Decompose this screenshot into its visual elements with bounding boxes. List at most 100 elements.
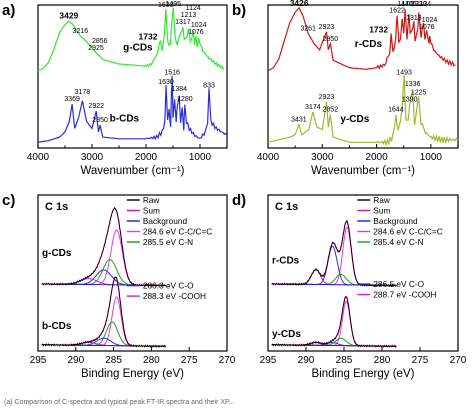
peak-label: 3174: [305, 104, 321, 111]
legend-entry: 284.6 eV C-C/C=C: [373, 227, 442, 237]
peak-label: 2922: [88, 103, 104, 110]
x-tick-label: 290: [67, 355, 84, 366]
series-name-label: g-CDs: [123, 43, 153, 54]
spectrum-line-b-CDs: [37, 75, 228, 143]
peak-label: 1280: [177, 96, 193, 103]
panel-label: b): [232, 2, 246, 19]
peak-label: 2850: [323, 36, 339, 43]
peak-label: 1220: [411, 1, 427, 8]
legend-entry: 285.4 eV C-N: [373, 237, 423, 247]
peak-label: 1644: [388, 106, 404, 113]
x-tick-label: 280: [143, 355, 160, 366]
legend-entry: Sum: [373, 206, 390, 216]
peak-label: 1516: [164, 70, 180, 77]
peak-label: 2925: [88, 45, 104, 52]
peak-label: 3431: [291, 117, 307, 124]
peak-label: 3426: [290, 0, 309, 8]
plot-frame: [37, 4, 228, 149]
series-name-label: r-CDs: [355, 39, 383, 50]
x-axis-title: Binding Energy (eV): [81, 368, 184, 380]
panel-d: d) 295 290 285 280 275 270 Binding Energy (eV) C…: [232, 192, 467, 380]
x-tick-label: 295: [30, 355, 47, 366]
peak-label: 1213: [181, 12, 197, 19]
x-tick-label: 4000: [27, 152, 50, 163]
peak-label: 1622: [389, 7, 405, 14]
legend-entry: 286.3 eV C-O: [143, 281, 194, 291]
peak-label: 2852: [323, 106, 339, 113]
legend-entry: 285.5 eV C-N: [143, 237, 193, 247]
peak-label: 1076: [188, 29, 204, 36]
x-tick-label: 3000: [81, 152, 104, 163]
x-tick-label: 1000: [189, 152, 212, 163]
legend-entry: 288.3 eV -COOH: [143, 291, 206, 301]
peak-label: 1495: [165, 1, 181, 8]
x-tick-label: 275: [412, 355, 429, 366]
peak-label: 3178: [75, 89, 91, 96]
figure-caption: (a) Comparison of C-spectra and typical …: [4, 399, 235, 406]
sample-name-label: b-CDs: [42, 321, 72, 332]
legend-entry: Raw: [373, 195, 391, 205]
peak-label: 3261: [300, 25, 316, 32]
legend-entry: Background: [373, 216, 418, 226]
panel-label: c): [2, 192, 15, 209]
x-tick-label: 2000: [135, 152, 158, 163]
peak-label: 1405: [401, 1, 417, 8]
x-tick-label: 4000: [257, 152, 280, 163]
panel-a: a) 4000 3000 2000 1000 Wavenumber (cm⁻¹) g-CDs…: [2, 1, 228, 177]
panel-label: a): [2, 2, 15, 19]
peak-label: 1732: [139, 31, 158, 41]
x-tick-label: 270: [219, 355, 236, 366]
peak-label: 2850: [92, 117, 108, 124]
peak-label: 1390: [402, 96, 418, 103]
peak-label: 1493: [396, 70, 412, 77]
peak-label: 1134: [416, 1, 431, 8]
peak-label: 3216: [73, 28, 89, 35]
series-name-label: y-CDs: [340, 114, 369, 125]
panel-c: c) 295 290 285 280 275 270 Binding Energy (eV) C…: [2, 192, 236, 380]
x-tick-label: 280: [374, 355, 391, 366]
plot-frame: [267, 194, 459, 352]
peak-label: 1024: [191, 22, 207, 29]
x-axis-title: Wavenumber (cm⁻¹): [311, 165, 415, 177]
peak-label: 1317: [175, 19, 191, 26]
raw-line: [271, 296, 397, 348]
peak-label: 3369: [64, 96, 80, 103]
plot-frame: [267, 4, 459, 149]
peak-label: 1313: [406, 15, 422, 22]
sample-name-label: g-CDs: [42, 248, 72, 259]
sample-name-label: y-CDs: [272, 329, 301, 340]
raw-line: [41, 276, 167, 348]
peak-label: 1630: [158, 79, 174, 86]
plot-frame: [37, 194, 228, 352]
legend-entry: 286.5 eV C-O: [373, 279, 424, 289]
peak-label: 1475: [397, 1, 413, 8]
xps-region-title: C 1s: [45, 201, 68, 213]
legend-entry: Raw: [143, 195, 161, 205]
x-tick-label: 285: [336, 355, 353, 366]
peak-label: 1124: [186, 5, 201, 12]
peak-label: 1225: [411, 89, 427, 96]
legend-entry: Sum: [143, 206, 160, 216]
panel-b: b) 4000 3000 2000 1000 Wavenumber (cm⁻¹) r-CDs…: [232, 0, 459, 177]
raw-line: [41, 206, 167, 288]
peak-label: 2856: [92, 38, 108, 45]
legend-entry: 288.7 eV -COOH: [373, 290, 436, 300]
peak-label: 833: [203, 82, 215, 89]
spectrum-line-r-CDs: [267, 6, 456, 72]
raw-line: [271, 219, 397, 288]
x-tick-label: 3000: [311, 152, 334, 163]
x-tick-label: 275: [181, 355, 198, 366]
legend-entry: 284.6 eV C-C/C=C: [143, 227, 212, 237]
peak-label: 1336: [405, 81, 421, 88]
x-tick-label: 1000: [420, 152, 443, 163]
peak-label: 1384: [171, 86, 187, 93]
x-tick-label: 295: [260, 355, 277, 366]
x-tick-label: 290: [298, 355, 315, 366]
peak-label: 2923: [319, 94, 335, 101]
spectrum-line-g-CDs: [37, 7, 225, 72]
xps-region-title: C 1s: [275, 201, 298, 213]
x-tick-label: 2000: [365, 152, 388, 163]
peak-label: 1076: [419, 24, 435, 31]
peak-label: 1732: [369, 24, 388, 34]
